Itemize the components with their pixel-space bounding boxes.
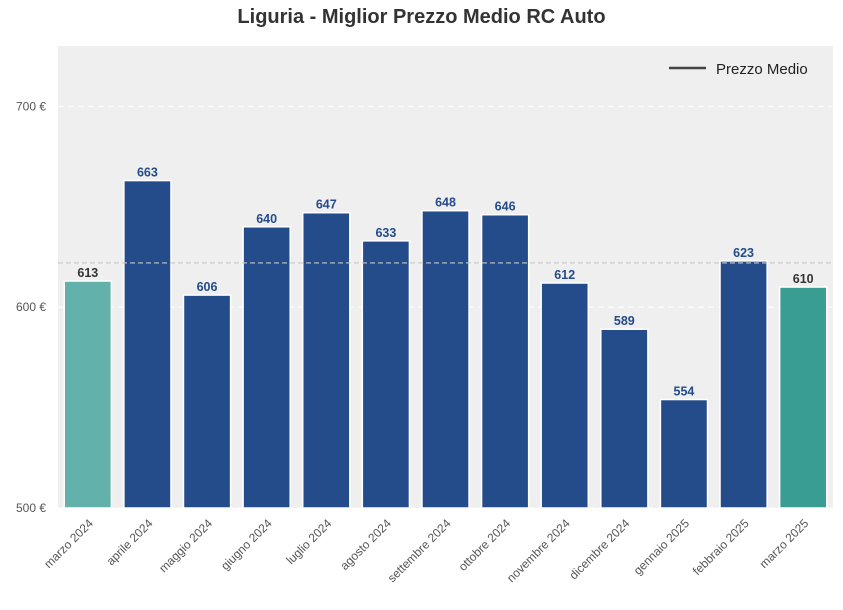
bar <box>301 211 351 509</box>
x-tick-label: luglio 2024 <box>283 516 334 567</box>
bar <box>123 179 172 509</box>
bar-value-label: 610 <box>793 272 814 286</box>
bar <box>421 209 470 509</box>
x-tick-label: marzo 2024 <box>41 516 96 571</box>
bar-value-label: 554 <box>674 385 695 399</box>
x-tick-label: dicembre 2024 <box>566 516 632 582</box>
bar <box>242 226 291 509</box>
x-tick-label: novembre 2024 <box>504 516 573 585</box>
bar-value-label: 640 <box>256 212 277 226</box>
bar-value-label: 606 <box>197 280 218 294</box>
bar <box>600 328 649 509</box>
bar-value-label: 633 <box>375 226 396 240</box>
bar <box>719 260 768 509</box>
bar-value-label: 648 <box>435 196 456 210</box>
x-tick-label: agosto 2024 <box>337 516 394 573</box>
x-tick-label: ottobre 2024 <box>456 516 514 574</box>
bar <box>480 213 530 509</box>
legend-label: Prezzo Medio <box>716 61 808 78</box>
bar <box>659 398 709 509</box>
bar-value-labels: 613 663 606 640 647 633 648 646 612 589 554 623 610 <box>77 166 813 399</box>
bar <box>540 282 590 509</box>
y-axis-ticks: 500 € 600 € 700 € <box>16 99 46 515</box>
bar-value-label: 613 <box>77 266 98 280</box>
bar <box>778 286 828 509</box>
x-tick-label: maggio 2024 <box>156 516 215 575</box>
x-axis-ticks: marzo 2024 aprile 2024 maggio 2024 giugno 2… <box>41 516 811 585</box>
bar <box>63 280 113 509</box>
x-tick-label: marzo 2025 <box>757 516 812 571</box>
y-tick-label: 600 € <box>16 300 46 314</box>
bar-value-label: 647 <box>316 198 337 212</box>
x-tick-label: gennaio 2025 <box>631 516 693 578</box>
x-tick-label: aprile 2024 <box>104 516 156 568</box>
bar <box>182 294 232 509</box>
chart-title: Liguria - Miglior Prezzo Medio RC Auto <box>237 6 606 28</box>
x-tick-label: febbraio 2025 <box>690 516 752 578</box>
y-tick-label: 500 € <box>16 501 46 515</box>
bar-value-label: 663 <box>137 166 158 180</box>
x-tick-label: settembre 2024 <box>385 516 454 585</box>
bar-value-label: 589 <box>614 314 635 328</box>
x-tick-label: giugno 2024 <box>218 516 275 573</box>
y-tick-label: 700 € <box>16 99 46 113</box>
bar-value-label: 623 <box>733 246 754 260</box>
bar-value-label: 646 <box>495 200 516 214</box>
bar-value-label: 612 <box>554 268 575 282</box>
legend: Prezzo Medio <box>669 61 808 78</box>
bar <box>361 240 411 509</box>
bars <box>63 179 828 509</box>
